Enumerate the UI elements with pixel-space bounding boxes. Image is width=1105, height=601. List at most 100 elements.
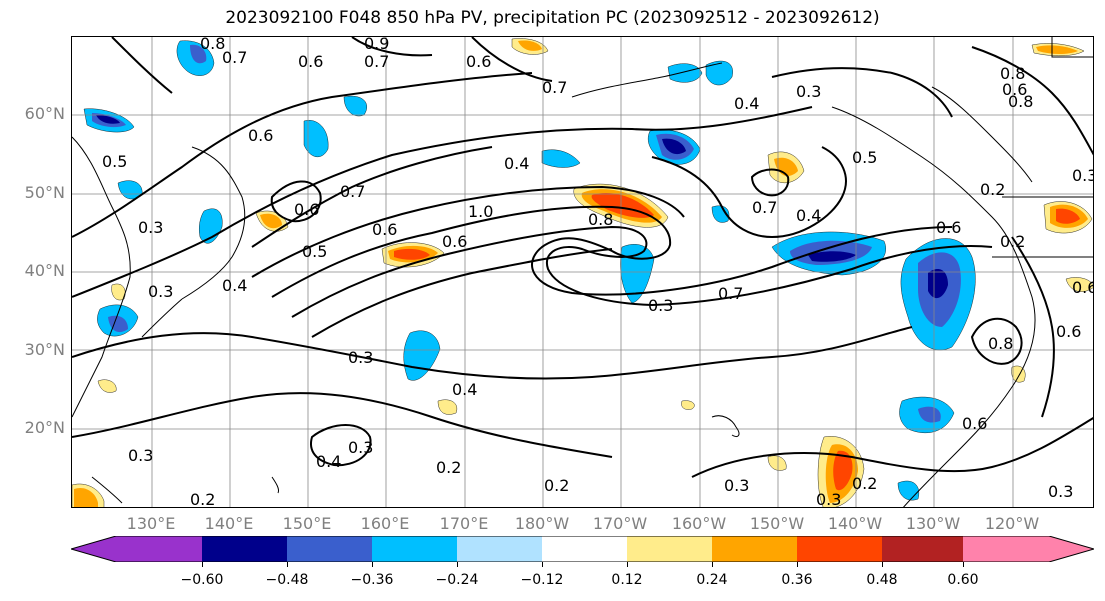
map-title: 2023092100 F048 850 hPa PV, precipitatio… bbox=[225, 8, 880, 28]
map-panel: 0.8 0.7 0.6 0.7 0.9 0.6 0.7 0.4 0.3 0.8 … bbox=[71, 36, 1094, 508]
contour-label: 0.7 bbox=[340, 182, 365, 201]
map-canvas: 0.8 0.7 0.6 0.7 0.9 0.6 0.7 0.4 0.3 0.8 … bbox=[72, 37, 1094, 508]
colorbar-segment bbox=[457, 536, 542, 562]
colorbar-segment bbox=[627, 536, 712, 562]
lon-label: 180°W bbox=[514, 514, 570, 533]
contour-label: 0.5 bbox=[852, 148, 877, 167]
contour-label: 0.8 bbox=[988, 334, 1013, 353]
colorbar-tick bbox=[797, 562, 798, 567]
lon-label: 170°W bbox=[592, 514, 648, 533]
lon-label: 130°W bbox=[905, 514, 961, 533]
colorbar-tick-label: −0.24 bbox=[435, 572, 479, 588]
contour-label: 0.6 bbox=[294, 200, 319, 219]
contour-label: 0.2 bbox=[190, 490, 215, 508]
lat-label: 60°N bbox=[24, 104, 65, 123]
colorbar-segment bbox=[71, 536, 202, 562]
lat-label: 20°N bbox=[24, 418, 65, 437]
contour-label: 0.3 bbox=[138, 218, 163, 237]
contour-label: 0.2 bbox=[436, 458, 461, 477]
contour-label: 0.3 bbox=[348, 438, 373, 457]
lon-label: 150°W bbox=[749, 514, 805, 533]
lon-label: 140°E bbox=[204, 514, 254, 533]
contour-label: 0.8 bbox=[1000, 64, 1025, 83]
contour-label: 0.8 bbox=[1008, 92, 1033, 111]
lat-label: 30°N bbox=[24, 340, 65, 359]
contour-label: 0.3 bbox=[724, 476, 749, 495]
contour-label: 0.6 bbox=[1072, 278, 1094, 297]
colorbar-tick bbox=[372, 562, 373, 567]
contour-label: 0.7 bbox=[364, 52, 389, 71]
contour-label: 0.4 bbox=[734, 94, 759, 113]
colorbar-tick bbox=[882, 562, 883, 567]
colorbar-tick bbox=[542, 562, 543, 567]
colorbar-tick-label: 0.48 bbox=[866, 572, 898, 588]
colorbar-segment bbox=[797, 536, 882, 562]
colorbar-tick bbox=[457, 562, 458, 567]
lon-label: 130°E bbox=[126, 514, 176, 533]
colorbar bbox=[71, 536, 1094, 562]
contour-label: 0.5 bbox=[102, 152, 127, 171]
contour-label: 0.4 bbox=[222, 276, 247, 295]
contour-label: 0.4 bbox=[452, 380, 477, 399]
contour-label: 0.6 bbox=[962, 414, 987, 433]
lat-label: 50°N bbox=[24, 183, 65, 202]
lon-label: 150°E bbox=[282, 514, 332, 533]
contour-label: 0.9 bbox=[364, 37, 389, 53]
contour-label: 0.2 bbox=[1000, 232, 1025, 251]
colorbar-tick bbox=[202, 562, 203, 567]
colorbar-segment bbox=[372, 536, 457, 562]
contour-label: 0.4 bbox=[504, 154, 529, 173]
contour-label: 0.8 bbox=[588, 210, 613, 229]
colorbar-tick-label: 0.36 bbox=[781, 572, 813, 588]
colorbar-tick bbox=[963, 562, 964, 567]
colorbar-segment bbox=[542, 536, 627, 562]
colorbar-tick-label: −0.48 bbox=[265, 572, 309, 588]
colorbar-tick-label: 0.12 bbox=[611, 572, 643, 588]
contour-label: 0.7 bbox=[542, 78, 567, 97]
lon-label: 140°W bbox=[827, 514, 883, 533]
contour-label: 0.6 bbox=[466, 52, 491, 71]
contour-label: 0.3 bbox=[1072, 166, 1094, 185]
lon-label: 170°E bbox=[439, 514, 489, 533]
lon-label: 160°E bbox=[360, 514, 410, 533]
contour-label: 0.6 bbox=[1056, 322, 1081, 341]
contour-label: 0.7 bbox=[718, 284, 743, 303]
colorbar-tick-label: 0.60 bbox=[947, 572, 979, 588]
contour-label: 1.0 bbox=[468, 202, 493, 221]
contour-label: 0.3 bbox=[148, 282, 173, 301]
contour-label: 0.2 bbox=[852, 474, 877, 493]
contour-label: 0.6 bbox=[442, 232, 467, 251]
contour-label: 0.3 bbox=[796, 82, 821, 101]
colorbar-tick bbox=[627, 562, 628, 567]
contour-label: 0.6 bbox=[248, 126, 273, 145]
contour-label: 0.6 bbox=[936, 218, 961, 237]
contour-label: 0.6 bbox=[298, 52, 323, 71]
contour-label: 0.6 bbox=[1002, 80, 1027, 99]
colorbar-tick-label: 0.24 bbox=[696, 572, 728, 588]
colorbar-segment bbox=[963, 536, 1094, 562]
contour-labels: 0.8 0.7 0.6 0.7 0.9 0.6 0.7 0.4 0.3 0.8 … bbox=[102, 37, 1094, 508]
colorbar-tick bbox=[287, 562, 288, 567]
contour-label: 0.4 bbox=[316, 452, 341, 471]
lat-label: 40°N bbox=[24, 261, 65, 280]
lon-label: 160°W bbox=[671, 514, 727, 533]
contour-label: 0.6 bbox=[372, 220, 397, 239]
contour-label: 0.2 bbox=[544, 476, 569, 495]
colorbar-tick-label: −0.60 bbox=[180, 572, 224, 588]
contour-label: 0.3 bbox=[128, 446, 153, 465]
contour-label: 0.7 bbox=[222, 48, 247, 67]
coastlines bbox=[72, 37, 1093, 507]
colorbar-segment bbox=[712, 536, 797, 562]
contour-label: 0.2 bbox=[980, 180, 1005, 199]
colorbar-tick-label: −0.12 bbox=[520, 572, 564, 588]
colorbar-tick bbox=[712, 562, 713, 567]
pv-contours bbox=[72, 37, 1093, 478]
contour-label: 0.3 bbox=[1048, 482, 1073, 501]
colorbar-segment bbox=[882, 536, 963, 562]
precip-shading bbox=[72, 38, 1093, 507]
colorbar-segment bbox=[202, 536, 287, 562]
contour-label: 0.3 bbox=[648, 296, 673, 315]
contour-label: 0.3 bbox=[348, 348, 373, 367]
graticule bbox=[72, 37, 1093, 507]
lon-label: 120°W bbox=[984, 514, 1040, 533]
